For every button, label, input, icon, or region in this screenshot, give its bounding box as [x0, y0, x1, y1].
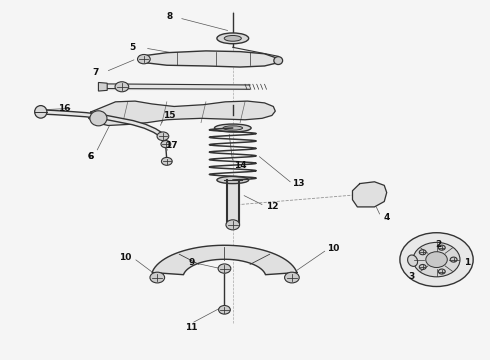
Text: 3: 3: [408, 272, 414, 281]
Text: 6: 6: [88, 152, 94, 161]
Text: 7: 7: [93, 68, 99, 77]
Ellipse shape: [35, 105, 47, 118]
Circle shape: [439, 245, 445, 250]
Polygon shape: [98, 82, 107, 91]
Text: 12: 12: [266, 202, 278, 211]
Text: 8: 8: [166, 12, 172, 21]
Circle shape: [219, 306, 230, 314]
Text: 17: 17: [166, 141, 178, 150]
Ellipse shape: [217, 33, 248, 44]
Circle shape: [419, 265, 426, 270]
Polygon shape: [352, 182, 387, 207]
Circle shape: [161, 140, 171, 148]
Circle shape: [157, 132, 169, 140]
Polygon shape: [152, 245, 297, 275]
Text: 11: 11: [185, 323, 197, 332]
Polygon shape: [89, 101, 275, 126]
Ellipse shape: [408, 255, 417, 266]
Text: 13: 13: [293, 179, 305, 188]
Circle shape: [226, 220, 240, 230]
Circle shape: [285, 272, 299, 283]
Text: 6: 6: [88, 152, 94, 161]
Text: 10: 10: [327, 244, 339, 253]
Circle shape: [426, 252, 447, 267]
Text: 14: 14: [234, 161, 246, 170]
Circle shape: [439, 269, 445, 274]
Circle shape: [419, 250, 426, 255]
Circle shape: [161, 157, 172, 165]
Ellipse shape: [215, 124, 251, 132]
Circle shape: [400, 233, 473, 287]
Text: 15: 15: [163, 111, 175, 120]
Circle shape: [450, 257, 457, 262]
Circle shape: [413, 242, 460, 277]
Text: 9: 9: [188, 258, 195, 267]
Circle shape: [115, 82, 129, 92]
Text: 2: 2: [435, 240, 441, 249]
Text: 5: 5: [129, 43, 136, 52]
Polygon shape: [140, 51, 279, 67]
Circle shape: [218, 264, 231, 273]
Ellipse shape: [217, 176, 248, 184]
Ellipse shape: [274, 57, 283, 64]
Ellipse shape: [224, 36, 242, 41]
Ellipse shape: [90, 111, 107, 126]
Circle shape: [150, 272, 165, 283]
Text: 4: 4: [384, 213, 390, 222]
Ellipse shape: [223, 126, 243, 130]
Text: 10: 10: [119, 253, 131, 262]
Text: 16: 16: [58, 104, 71, 113]
Circle shape: [138, 54, 150, 64]
Text: 1: 1: [464, 258, 470, 267]
